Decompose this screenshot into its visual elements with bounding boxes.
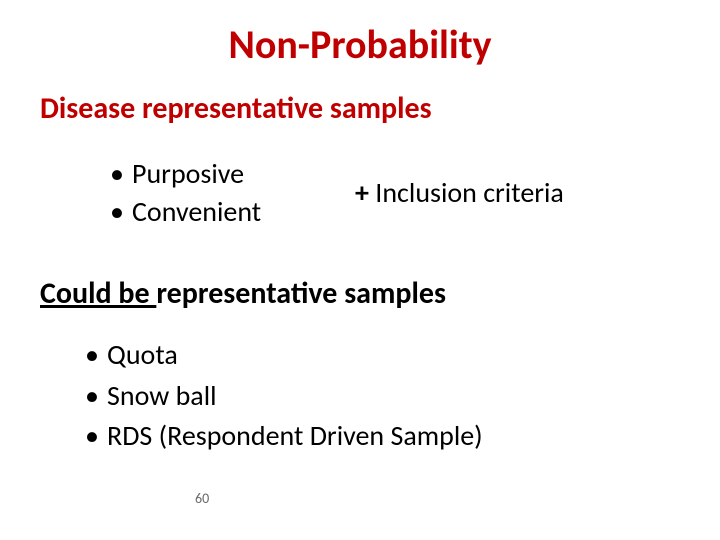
list-item-label: Purposive (132, 156, 244, 191)
inclusion-note: + Inclusion criteria (355, 175, 564, 210)
bullet-icon: • (85, 416, 107, 457)
list-item-label: Convenient (132, 194, 261, 229)
plus-icon: + (355, 175, 369, 210)
bullet-icon: • (85, 335, 107, 376)
section2-heading: Could be representative samples (40, 275, 446, 312)
list-item-label: Snow ball (107, 378, 217, 413)
bullet-icon: • (85, 376, 107, 417)
list-item: •Purposive (110, 155, 261, 193)
section2-heading-underlined: Could be (40, 275, 156, 312)
slide: Non-Probability Disease representative s… (0, 0, 720, 540)
section2-list: •Quota •Snow ball •RDS (Respondent Drive… (85, 335, 483, 457)
list-item: •Snow ball (85, 376, 483, 417)
list-item-label: RDS (Respondent Driven Sample) (107, 418, 483, 453)
page-number: 60 (195, 490, 209, 507)
section1-list: •Purposive •Convenient (110, 155, 261, 231)
list-item-label: Quota (107, 337, 178, 372)
bullet-icon: • (110, 193, 132, 231)
list-item: •RDS (Respondent Driven Sample) (85, 416, 483, 457)
section1-heading: Disease representative samples (40, 90, 432, 127)
list-item: •Quota (85, 335, 483, 376)
list-item: •Convenient (110, 193, 261, 231)
section2-heading-rest: representative samples (156, 275, 446, 312)
bullet-icon: • (110, 155, 132, 193)
slide-title: Non-Probability (0, 20, 720, 69)
inclusion-text: Inclusion criteria (369, 175, 564, 210)
